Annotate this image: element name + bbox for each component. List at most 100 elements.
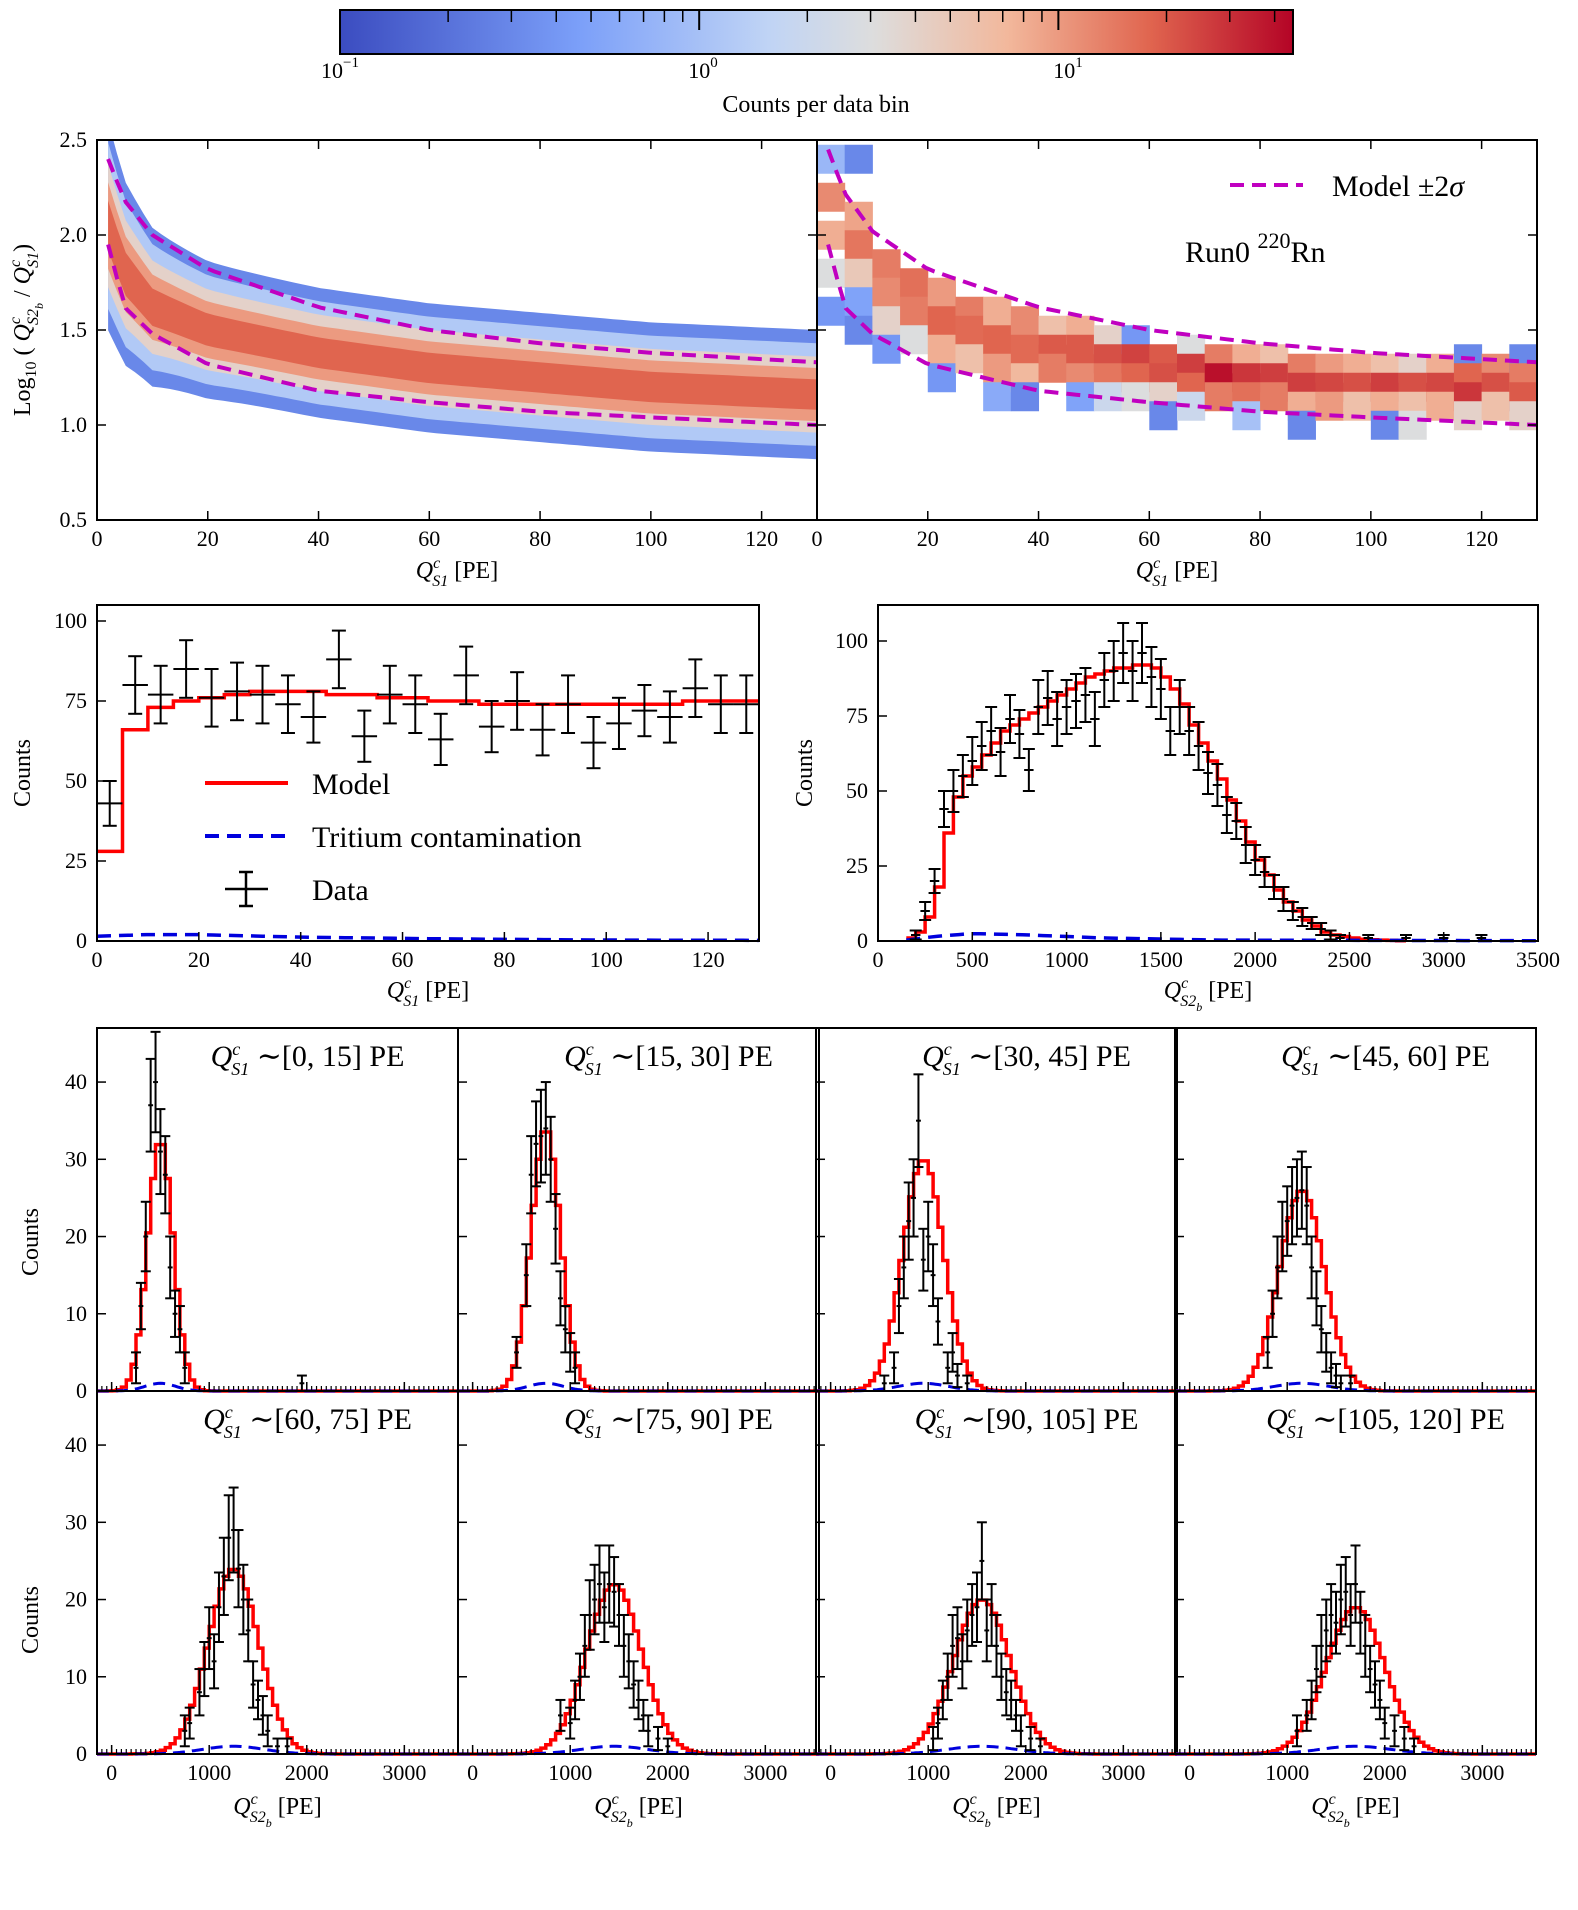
band-data-cell	[872, 277, 901, 307]
band-data-cell	[1232, 401, 1261, 431]
data-point	[947, 1332, 958, 1373]
band-density-layer-3	[108, 182, 817, 422]
x-tick-label: 3500	[1516, 947, 1560, 972]
x-tick-label: 2000	[1233, 947, 1277, 972]
data-point	[453, 645, 479, 706]
legend-swatch-data	[225, 870, 268, 908]
colorbar-tick-label-1: 100	[688, 55, 718, 83]
slice-xlabel-sup: c	[251, 1791, 258, 1808]
data-point	[923, 1200, 934, 1273]
slice-xlabel-sub: S2	[250, 1809, 266, 1826]
y-tick-label: 2.0	[60, 222, 88, 247]
slice-title-range: ∼[90, 105] PE	[953, 1403, 1138, 1436]
data-point	[145, 1057, 156, 1153]
slice-title: Qc S1 ∼[90, 105] PE	[915, 1402, 1139, 1442]
colorbar-gradient	[339, 9, 1294, 55]
y-tick-label: 25	[65, 848, 87, 873]
slice-ticks	[1175, 1081, 1484, 1392]
slice-xlabel-subsub: b	[1344, 1816, 1350, 1830]
s1-spectrum-xlabel: Qc S1 [PE]	[387, 975, 469, 1010]
slice-ticks: 0 10 20 30 40	[65, 1069, 406, 1403]
slice-title-sup: c	[225, 1402, 233, 1422]
data-point	[996, 1652, 1007, 1701]
band-left-ticks: 0 20 40 60 80 100 120 0.5 1.0 1.5 2.0 2.5	[60, 127, 817, 551]
band-right-xlabel: Qc S1 [PE]	[1136, 555, 1218, 590]
data-point	[351, 709, 378, 763]
data-point	[275, 674, 301, 734]
data-point	[1107, 640, 1120, 702]
data-point	[1330, 1590, 1341, 1655]
data-point	[1365, 1644, 1376, 1694]
slice-ticks: 0 1000 2000 3000	[458, 1444, 787, 1785]
slice-panel-2: Qc S1 ∼[30, 45] PE	[815, 1027, 1178, 1393]
data-point	[1306, 1679, 1317, 1721]
data-point	[643, 1714, 654, 1748]
slice-xlabel-sup: c	[970, 1791, 977, 1808]
slice-title: Qc S1 ∼[30, 45] PE	[922, 1039, 1131, 1079]
band-legend: Model ±2σ	[1230, 170, 1465, 203]
slice-title-sup: c	[586, 1402, 594, 1422]
slice-title: Qc S1 ∼[60, 75] PE	[203, 1402, 412, 1442]
band-data-cell	[1010, 306, 1040, 336]
slice-xlabel-unit: [PE]	[272, 1794, 322, 1820]
data-point	[1060, 679, 1073, 735]
data-point	[908, 1158, 919, 1238]
data-point	[956, 754, 969, 798]
slice-title-q: Q	[564, 1040, 586, 1073]
band-left-ylabel: Log10 ( QcS2b / QcS1)	[7, 244, 46, 416]
data-point	[1249, 844, 1262, 876]
band-data-cell	[817, 182, 846, 212]
data-point	[1374, 1679, 1385, 1721]
data-point	[975, 721, 988, 771]
data-point	[122, 655, 148, 715]
s2-spectrum-ticks: 0 500 1000 1500 2000 2500 3000 3500 0 25 50 75 100	[835, 628, 1560, 972]
data-point	[1211, 763, 1224, 807]
data-point	[521, 1243, 532, 1308]
data-point	[618, 1613, 629, 1678]
data-point	[1239, 826, 1252, 864]
data-point	[209, 1633, 220, 1690]
data-point	[952, 1362, 963, 1389]
band-data-cell	[1370, 410, 1400, 440]
y-tick-label: 75	[65, 688, 87, 713]
model-lower-2sigma	[106, 243, 817, 427]
data-point	[1098, 652, 1111, 708]
data-point	[653, 1725, 664, 1752]
x-tick-label: 1500	[1139, 947, 1183, 972]
x-tick-label: 20	[917, 526, 939, 551]
band-panel-left: 0 20 40 60 80 100 120 0.5 1.0 1.5 2.0 2.5 Log10 ( Q…	[7, 127, 818, 590]
slice-title-sup: c	[936, 1402, 944, 1422]
y-tick-label: 2.5	[60, 127, 88, 152]
band-data-cell	[872, 334, 901, 364]
s2-spectrum-frame	[877, 604, 1539, 942]
slice-title-q: Q	[203, 1403, 225, 1436]
band-data-cell	[1038, 353, 1067, 383]
x-tick-label: 1000	[1045, 947, 1089, 972]
data-point	[1399, 1725, 1410, 1752]
band-data-cell	[1398, 410, 1427, 440]
data-point	[1051, 691, 1064, 747]
slice-xlabel-subsub: b	[627, 1816, 633, 1830]
slice-title-range: ∼[105, 120] PE	[1305, 1403, 1505, 1436]
x-tick-label: 3000	[382, 1760, 426, 1785]
legend-label-tritium: Tritium contamination	[312, 821, 582, 854]
y-tick-label: 0	[76, 1741, 87, 1766]
slice-panel-0: 0 10 20 30 40 Qc S1 ∼[0, 15] PE	[65, 1027, 459, 1403]
data-point	[909, 929, 922, 941]
slice-ticks: 0 1000 2000 3000 0 10 20 30 40	[65, 1432, 426, 1785]
data-point	[609, 1556, 620, 1628]
model-histogram	[816, 1159, 1177, 1393]
slice-title: Qc S1 ∼[15, 30] PE	[564, 1039, 773, 1079]
data-point	[1301, 1166, 1312, 1246]
data-point	[1192, 721, 1205, 771]
band-data-cell	[844, 230, 873, 260]
slice-xlabel: Qc S2b [PE]	[233, 1791, 321, 1830]
data-point	[1183, 706, 1196, 756]
data-point	[604, 1544, 615, 1624]
data-point	[1389, 1714, 1400, 1748]
data-point	[1032, 679, 1045, 735]
slice-xlabel: Qc S2b [PE]	[952, 1791, 1040, 1830]
x-tick-label: 120	[745, 526, 778, 551]
band-right-ticks: 0 20 40 60 80 100 120	[812, 140, 1537, 551]
y-tick-label: 40	[65, 1069, 87, 1094]
